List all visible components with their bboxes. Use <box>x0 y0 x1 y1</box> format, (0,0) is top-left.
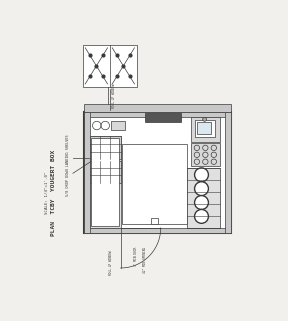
Bar <box>84 112 231 117</box>
Bar <box>90 136 121 160</box>
Bar <box>122 144 187 224</box>
Text: ROLL-UP WINDOW: ROLL-UP WINDOW <box>109 250 113 275</box>
Bar <box>90 161 121 183</box>
Bar <box>91 138 119 226</box>
Circle shape <box>203 117 206 121</box>
Circle shape <box>195 168 209 182</box>
Circle shape <box>195 182 209 195</box>
Bar <box>191 117 220 142</box>
Circle shape <box>195 195 209 210</box>
Bar <box>195 120 215 137</box>
Circle shape <box>195 210 209 223</box>
Bar <box>151 218 158 224</box>
Text: ROLL-UP WINDOW: ROLL-UP WINDOW <box>112 83 116 108</box>
Bar <box>197 122 211 134</box>
Bar <box>187 168 220 228</box>
Bar <box>191 143 220 166</box>
Bar <box>111 121 124 130</box>
Text: 5/8 DROP DOWN LANDING SHELVES: 5/8 DROP DOWN LANDING SHELVES <box>65 135 69 196</box>
Bar <box>226 112 231 233</box>
Bar <box>84 228 231 233</box>
Bar <box>90 136 121 228</box>
Text: SCALE: 1/4"=1'-0": SCALE: 1/4"=1'-0" <box>45 171 49 214</box>
Text: 42" MIN OPENING: 42" MIN OPENING <box>143 247 147 273</box>
Bar <box>83 45 137 87</box>
Bar <box>84 112 231 233</box>
Bar <box>84 112 90 233</box>
Bar <box>145 113 181 122</box>
Text: PLAN  TCBY  YOUGERT BOX: PLAN TCBY YOUGERT BOX <box>51 149 56 236</box>
Text: 3' MIN DOOR: 3' MIN DOOR <box>134 247 138 266</box>
Bar <box>84 104 231 112</box>
